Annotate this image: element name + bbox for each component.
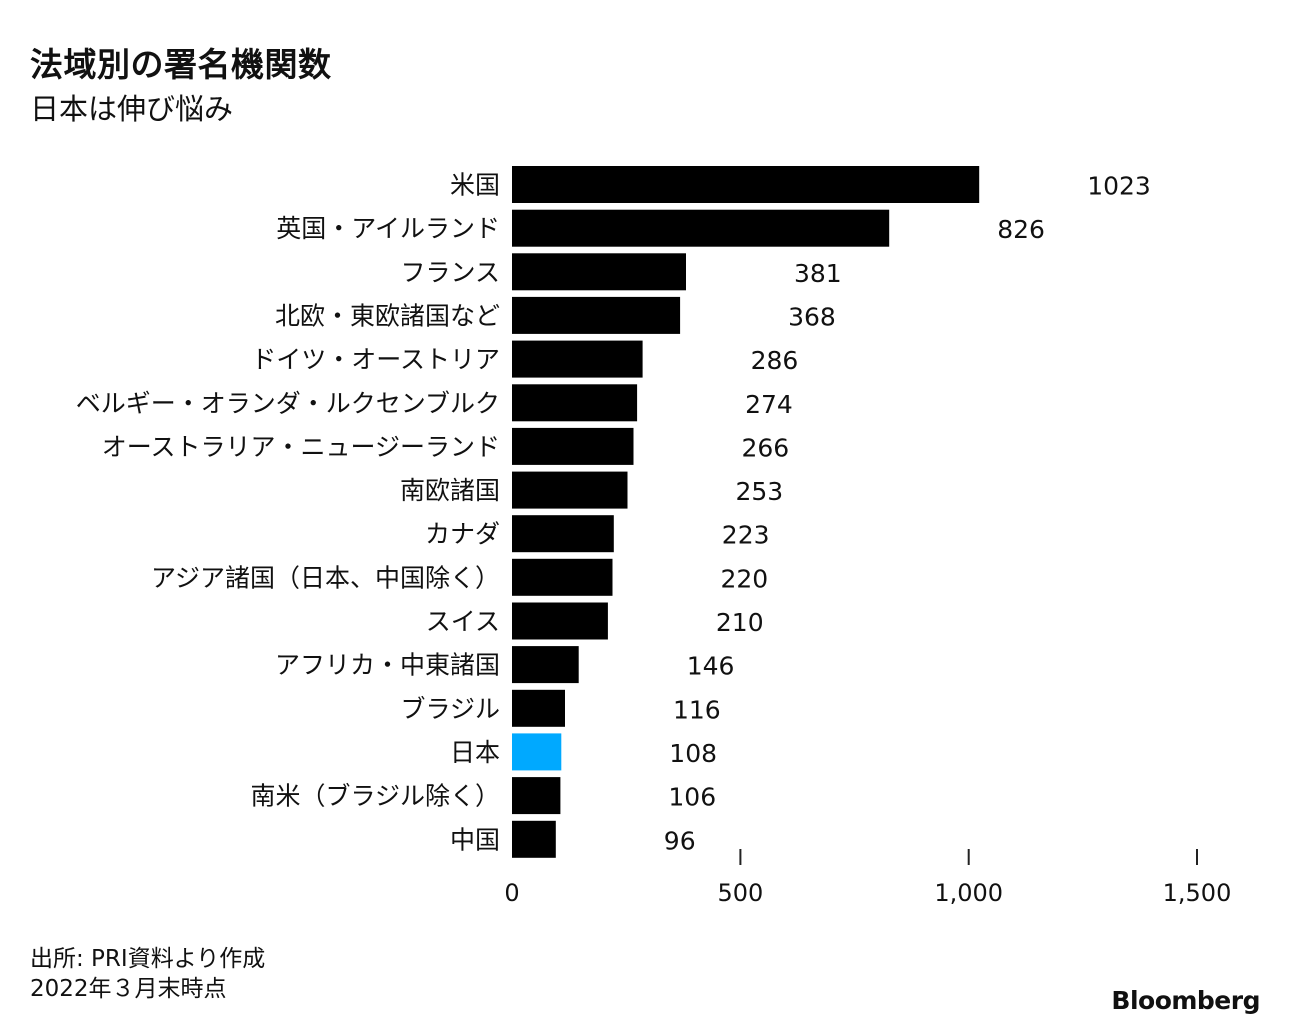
value-label: 1023 bbox=[1087, 172, 1151, 201]
bar bbox=[512, 427, 634, 465]
category-label: オーストラリア・ニュージーランド bbox=[102, 432, 500, 461]
bars-layer bbox=[512, 166, 980, 858]
source-line: 出所: PRI資料より作成 bbox=[30, 946, 266, 972]
x-tick-label: 1,000 bbox=[934, 879, 1003, 907]
value-label: 146 bbox=[687, 652, 735, 681]
bar bbox=[512, 296, 681, 334]
category-label: アフリカ・中東諸国 bbox=[275, 651, 500, 680]
bar bbox=[512, 166, 980, 203]
bar bbox=[512, 384, 638, 422]
bar bbox=[512, 558, 613, 596]
value-label: 223 bbox=[722, 521, 770, 550]
bar bbox=[512, 689, 565, 727]
value-label: 368 bbox=[788, 302, 836, 331]
bar bbox=[512, 646, 579, 684]
category-label: 北欧・東欧諸国など bbox=[275, 301, 500, 330]
value-label: 826 bbox=[997, 215, 1045, 244]
source-note: 出所: PRI資料より作成 2022年３月末時点 bbox=[30, 944, 265, 1004]
bar bbox=[512, 820, 556, 858]
category-label: ブラジル bbox=[400, 694, 500, 723]
chart-title: 法域別の署名機関数 bbox=[30, 45, 332, 84]
category-label: 南欧諸国 bbox=[400, 476, 500, 505]
bar bbox=[512, 777, 561, 815]
bloomberg-logo: Bloomberg bbox=[1111, 986, 1260, 1015]
bar bbox=[512, 602, 608, 640]
x-tick-label: 0 bbox=[504, 879, 519, 907]
chart-subtitle: 日本は伸び悩み bbox=[30, 92, 234, 126]
value-label: 220 bbox=[721, 564, 769, 593]
x-tick-label: 1,500 bbox=[1163, 879, 1232, 907]
x-axis: 0 500 1,000 1,500 bbox=[504, 849, 1231, 907]
category-label: フランス bbox=[400, 258, 500, 287]
value-label: 381 bbox=[794, 259, 842, 288]
value-label: 116 bbox=[673, 695, 721, 724]
value-label: 253 bbox=[736, 477, 784, 506]
value-label: 286 bbox=[751, 346, 799, 375]
category-label: ベルギー・オランダ・ルクセンブルク bbox=[76, 389, 500, 418]
bar bbox=[512, 209, 890, 247]
category-labels-layer: 米国英国・アイルランドフランス北欧・東欧諸国などドイツ・オーストリアベルギー・オ… bbox=[76, 171, 500, 855]
bar bbox=[512, 515, 614, 553]
bar-highlight bbox=[512, 733, 562, 771]
date-line: 2022年３月末時点 bbox=[30, 976, 227, 1002]
value-label: 210 bbox=[716, 608, 764, 637]
category-label: 中国 bbox=[450, 825, 500, 854]
x-tick-label: 500 bbox=[717, 879, 763, 907]
bar bbox=[512, 253, 686, 291]
value-label: 108 bbox=[669, 739, 717, 768]
category-label: ドイツ・オーストリア bbox=[251, 345, 500, 374]
value-label: 266 bbox=[742, 433, 790, 462]
category-label: スイス bbox=[426, 607, 500, 636]
value-label: 274 bbox=[745, 390, 793, 419]
value-label: 106 bbox=[668, 783, 716, 812]
bar bbox=[512, 471, 628, 509]
category-label: 米国 bbox=[450, 171, 500, 200]
value-label: 96 bbox=[664, 826, 696, 855]
category-label: アジア諸国（日本、中国除く） bbox=[151, 563, 500, 592]
category-label: 日本 bbox=[450, 738, 500, 767]
category-label: 英国・アイルランド bbox=[276, 214, 500, 243]
category-label: カナダ bbox=[425, 520, 500, 549]
bar bbox=[512, 340, 643, 378]
value-labels-layer: 1023 826 381 368 286 274 266 253 223 220 210 146 116… bbox=[664, 172, 1151, 856]
category-label: 南米（ブラジル除く） bbox=[250, 782, 500, 811]
